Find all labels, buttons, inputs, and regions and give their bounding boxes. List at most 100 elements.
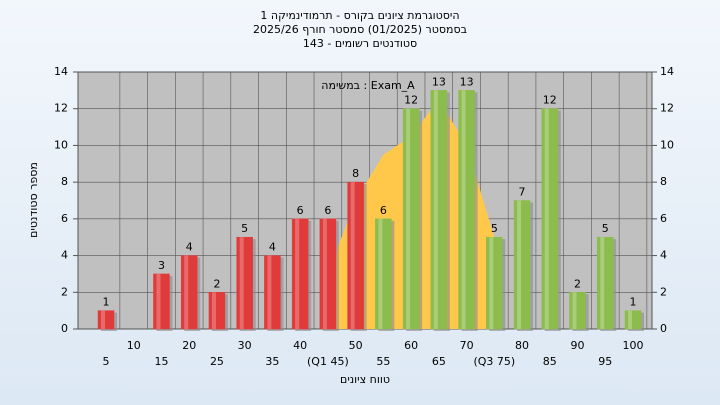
value-label: 3 — [158, 259, 165, 272]
bar — [624, 310, 642, 330]
y2-tick-label: 2 — [660, 285, 667, 298]
bar-highlight — [517, 200, 522, 329]
bar-highlight — [211, 292, 216, 329]
x-tick-label: 50 — [349, 339, 363, 352]
x-tick-label: 5 — [103, 355, 110, 368]
bar-highlight — [572, 292, 577, 329]
bar-highlight — [600, 237, 605, 329]
y-tick-label: 8 — [61, 175, 68, 188]
bar — [597, 236, 614, 330]
value-label: 1 — [103, 296, 110, 309]
bar — [569, 292, 586, 330]
bar-highlight — [628, 310, 632, 329]
bar — [347, 181, 364, 330]
bar — [264, 255, 281, 330]
value-label: 5 — [491, 222, 498, 235]
bar-highlight — [184, 255, 189, 329]
bar — [208, 292, 226, 330]
x-tick-label: 85 — [543, 355, 557, 368]
y-tick-label: 0 — [61, 322, 68, 335]
value-label: 8 — [352, 167, 359, 180]
value-label: 12 — [404, 94, 418, 107]
y-tick-label: 4 — [61, 249, 68, 262]
value-label: 4 — [186, 241, 193, 254]
chart-subtitle: סטודנטים רשומים - 143 — [303, 37, 417, 50]
bar — [97, 310, 115, 330]
y2-tick-label: 0 — [660, 322, 667, 335]
x-tick-label: 30 — [238, 339, 252, 352]
bar-highlight — [406, 108, 411, 329]
y2-tick-label: 14 — [660, 65, 674, 78]
y2-tick-label: 4 — [660, 249, 667, 262]
x-tick-label: 70 — [460, 339, 474, 352]
x-tick-label: 35 — [265, 355, 279, 368]
bar — [486, 236, 503, 330]
x-tick-label: 80 — [515, 339, 529, 352]
value-label: 1 — [630, 296, 637, 309]
x-axis-label: טווח ציונים — [340, 373, 390, 386]
value-label: 12 — [543, 94, 557, 107]
bar — [541, 108, 559, 330]
x-tick-label: (Q1 45) — [307, 355, 349, 368]
x-tick-label: 95 — [598, 355, 612, 368]
value-label: 6 — [324, 204, 331, 217]
x-tick-label: 10 — [127, 339, 141, 352]
chart-title: היסטוגרמת ציונים בקורס - תרמודינמיקה 1 — [260, 9, 459, 22]
chart-subtitle: בסמסטר (01/2025) סמסטר חורף 2025/26 — [253, 23, 467, 36]
bar-highlight — [350, 182, 355, 329]
x-tick-label: 55 — [376, 355, 390, 368]
bar — [153, 273, 170, 330]
bar — [291, 218, 309, 330]
y-axis-label: מספר סטודנטים — [27, 162, 40, 238]
bar-highlight — [322, 218, 327, 329]
y-tick-label: 10 — [54, 138, 68, 151]
bar-highlight — [378, 218, 383, 329]
value-label: 2 — [213, 277, 220, 290]
value-label: 5 — [602, 222, 609, 235]
bar-highlight — [295, 218, 300, 329]
bar-highlight — [461, 90, 466, 329]
x-tick-label: 100 — [623, 339, 644, 352]
bar-highlight — [267, 255, 272, 329]
y-tick-label: 2 — [61, 285, 68, 298]
value-label: 13 — [460, 75, 474, 88]
value-label: 4 — [269, 241, 276, 254]
y-tick-label: 12 — [54, 102, 68, 115]
bar — [375, 218, 392, 330]
bar — [430, 90, 448, 330]
value-label: 6 — [297, 204, 304, 217]
y-tick-label: 6 — [61, 212, 68, 225]
y2-tick-label: 6 — [660, 212, 667, 225]
bar — [180, 255, 198, 330]
bar — [402, 108, 420, 330]
x-tick-label: 20 — [182, 339, 196, 352]
bar-highlight — [239, 237, 244, 329]
x-tick-label: 15 — [154, 355, 168, 368]
y-tick-label: 14 — [54, 65, 68, 78]
bar-highlight — [489, 237, 494, 329]
x-tick-label: 90 — [571, 339, 585, 352]
x-tick-label: 60 — [404, 339, 418, 352]
value-label: 2 — [574, 277, 581, 290]
bar — [458, 90, 475, 330]
x-tick-label: 25 — [210, 355, 224, 368]
y2-tick-label: 12 — [660, 102, 674, 115]
value-label: 7 — [519, 186, 526, 199]
y2-tick-label: 10 — [660, 138, 674, 151]
x-tick-label: 40 — [293, 339, 307, 352]
bar-highlight — [544, 108, 549, 329]
bar-highlight — [101, 310, 105, 329]
x-tick-label: 65 — [432, 355, 446, 368]
bar — [236, 236, 253, 330]
bar-highlight — [433, 90, 438, 329]
bar-highlight — [156, 273, 161, 329]
x-tick-label: (Q3 75) — [473, 355, 515, 368]
annotation: במשימה : Exam_A — [321, 79, 415, 92]
bar — [513, 200, 531, 330]
y2-tick-label: 8 — [660, 175, 667, 188]
bar — [319, 218, 337, 330]
value-label: 5 — [241, 222, 248, 235]
value-label: 13 — [432, 75, 446, 88]
value-label: 6 — [380, 204, 387, 217]
